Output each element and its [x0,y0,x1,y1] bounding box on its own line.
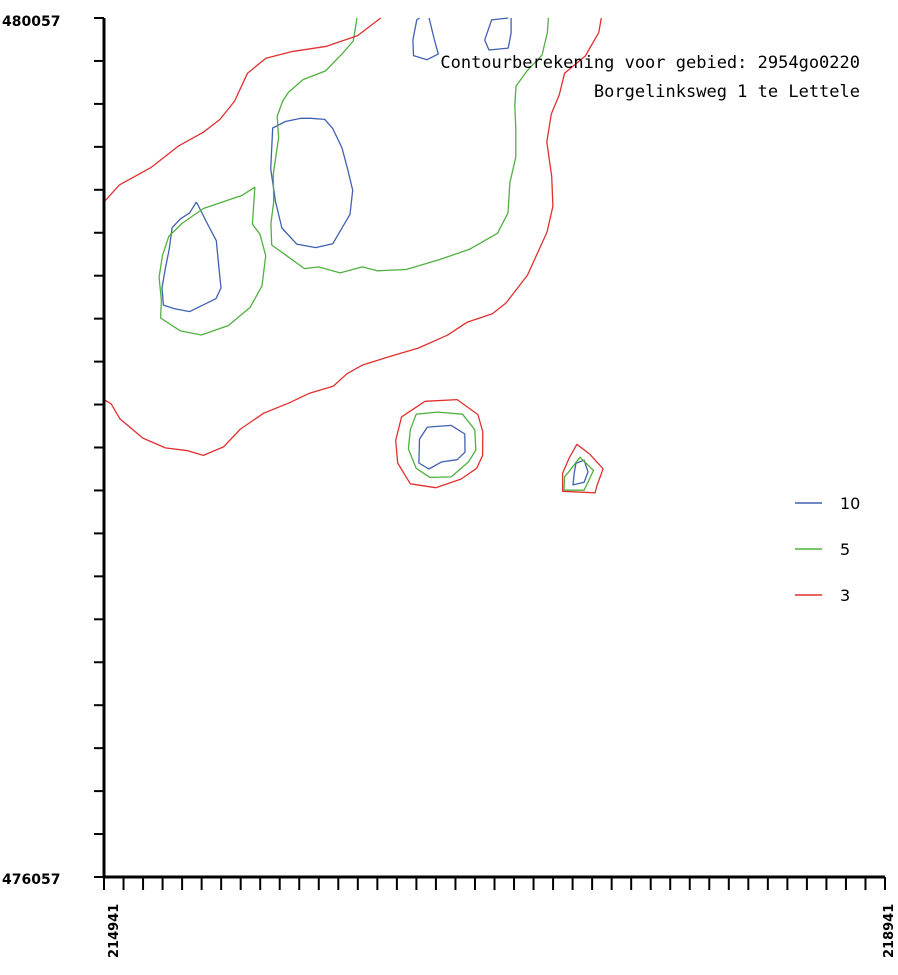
y-ticks [94,17,104,878]
subtitle-line-2: Borgelinksweg 1 te Lettele [594,82,860,102]
contour-3-line-3 [395,398,484,489]
legend-label-3: 3 [840,586,850,605]
legend-label-10: 10 [840,494,860,513]
legend-label-5: 5 [840,540,850,559]
contour-10-line-1 [484,17,512,51]
subtitle-line-1: Contourberekening voor gebied: 2954go022… [440,53,860,73]
x-ticks [103,877,886,890]
contour-3-line-1 [103,17,382,203]
x-tick-label-min: 214941 [107,904,122,958]
legend: 10 5 3 [795,494,860,605]
contour-5-line-2 [158,186,267,336]
y-tick-label-min: 476057 [2,872,60,888]
x-tick-label-max: 218941 [882,904,897,958]
contour-lines [103,17,604,494]
contour-10-line-2 [412,17,439,61]
y-tick-label-max: 480057 [2,14,60,30]
contour-5-line-1 [270,17,550,274]
contour-5-line-4 [563,456,595,491]
contour-10-line-4 [161,201,222,313]
contour-10-line-5 [418,424,466,470]
contour-3-line-2 [103,17,602,457]
contour-10-line-3 [270,117,354,249]
axes [94,17,886,890]
contour-3-line-4 [561,443,604,494]
contour-5-line-3 [407,411,477,479]
contour-10-line-6 [572,459,589,486]
